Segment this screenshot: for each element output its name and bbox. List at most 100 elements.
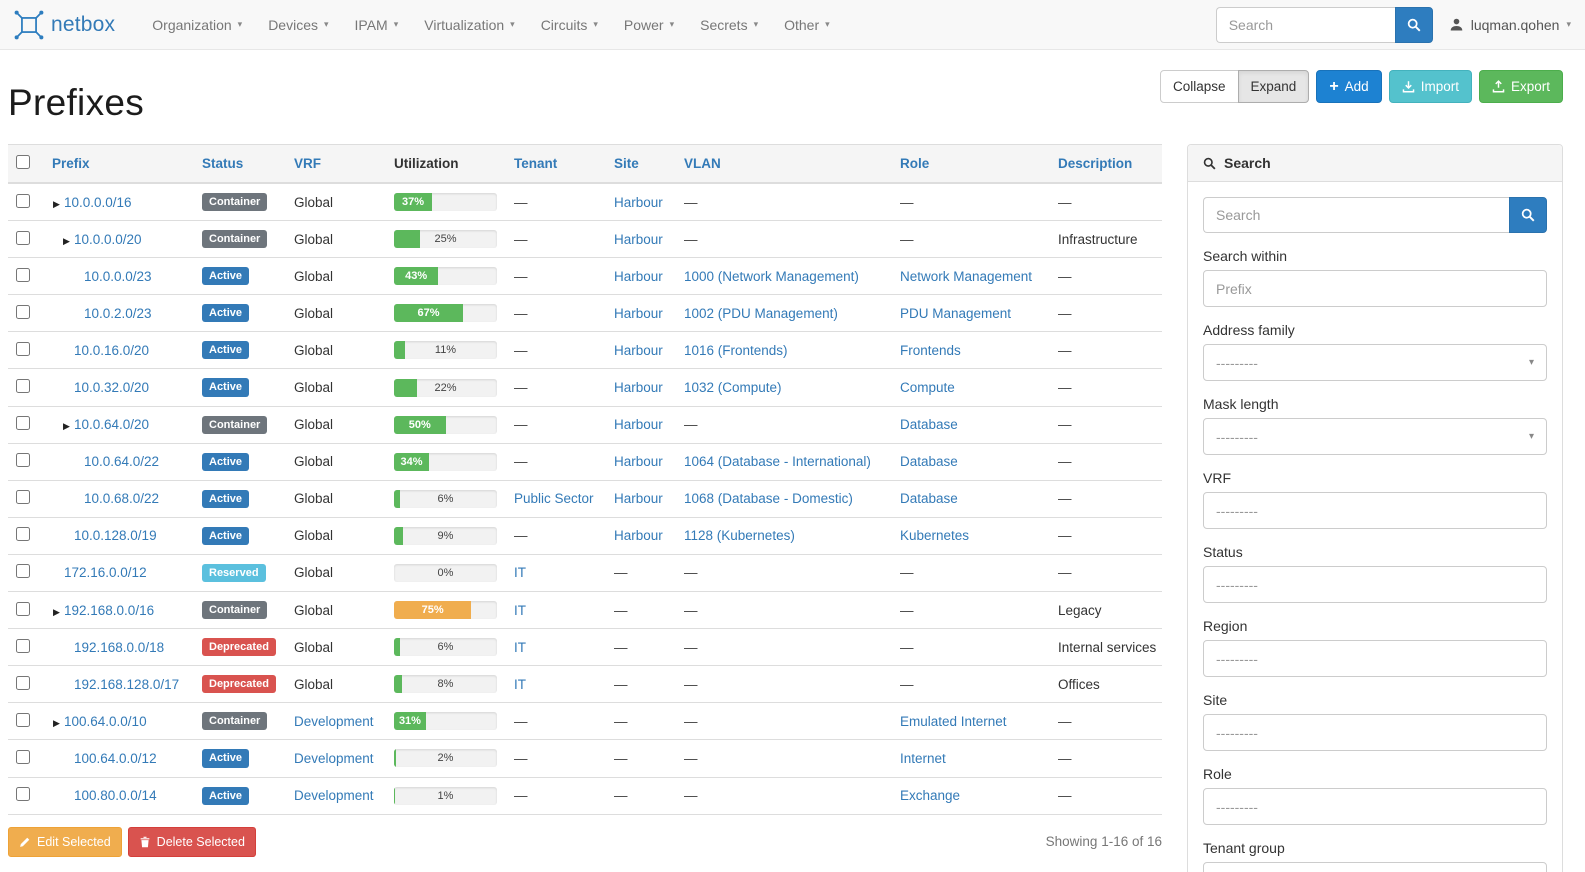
prefix-link[interactable]: 100.64.0.0/10	[64, 713, 147, 729]
column-header-site[interactable]: Site	[614, 156, 639, 171]
edit-selected-button[interactable]: Edit Selected	[8, 826, 122, 857]
tenant-link[interactable]: Public Sector	[514, 491, 594, 507]
prefix-link[interactable]: 192.168.0.0/16	[64, 602, 155, 618]
row-checkbox[interactable]	[16, 490, 30, 505]
nav-menu-organization[interactable]: Organization ▾	[139, 0, 255, 49]
row-checkbox[interactable]	[16, 230, 30, 245]
site-link[interactable]: Harbour	[614, 342, 663, 358]
tenant-link[interactable]: IT	[514, 565, 526, 581]
row-checkbox[interactable]	[16, 416, 30, 431]
role-link[interactable]: Network Management	[900, 268, 1033, 284]
prefix-link[interactable]: 10.0.128.0/19	[74, 528, 157, 544]
vlan-link[interactable]: 1002 (PDU Management)	[684, 305, 838, 321]
column-header-vrf[interactable]: VRF	[294, 156, 321, 171]
row-checkbox[interactable]	[16, 601, 30, 616]
row-checkbox[interactable]	[16, 267, 30, 282]
row-checkbox[interactable]	[16, 787, 30, 802]
site-link[interactable]: Harbour	[614, 231, 663, 247]
nav-menu-ipam[interactable]: IPAM ▾	[342, 0, 412, 49]
vrf-link[interactable]: Development	[294, 713, 374, 729]
filter-select-tenant-group[interactable]: ---------	[1203, 862, 1547, 872]
row-checkbox[interactable]	[16, 749, 30, 764]
role-link[interactable]: Database	[900, 491, 958, 507]
chevron-right-icon[interactable]: ▶	[53, 198, 60, 209]
chevron-right-icon[interactable]: ▶	[53, 717, 60, 728]
column-header-status[interactable]: Status	[202, 156, 244, 171]
column-header-vlan[interactable]: VLAN	[684, 156, 721, 171]
filter-search-button[interactable]	[1509, 197, 1547, 233]
column-header-description[interactable]: Description	[1058, 156, 1133, 171]
site-link[interactable]: Harbour	[614, 454, 663, 470]
role-link[interactable]: Compute	[900, 380, 955, 396]
prefix-link[interactable]: 172.16.0.0/12	[64, 565, 147, 581]
role-link[interactable]: Database	[900, 454, 958, 470]
row-checkbox[interactable]	[16, 341, 30, 356]
row-checkbox[interactable]	[16, 453, 30, 468]
vlan-link[interactable]: 1068 (Database - Domestic)	[684, 491, 853, 507]
prefix-link[interactable]: 192.168.128.0/17	[74, 676, 180, 692]
vlan-link[interactable]: 1016 (Frontends)	[684, 342, 788, 358]
import-button[interactable]: Import	[1388, 70, 1472, 103]
vlan-link[interactable]: 1000 (Network Management)	[684, 268, 859, 284]
filter-select-role[interactable]: ---------	[1203, 788, 1547, 825]
column-header-prefix[interactable]: Prefix	[52, 156, 90, 171]
prefix-link[interactable]: 10.0.64.0/22	[84, 454, 160, 470]
filter-select-site[interactable]: ---------	[1203, 714, 1547, 751]
site-link[interactable]: Harbour	[614, 417, 663, 433]
tenant-link[interactable]: IT	[514, 639, 526, 655]
vrf-link[interactable]: Development	[294, 788, 374, 804]
site-link[interactable]: Harbour	[614, 268, 663, 284]
role-link[interactable]: Kubernetes	[900, 528, 970, 544]
filter-select-status[interactable]: ---------	[1203, 566, 1547, 603]
prefix-link[interactable]: 10.0.0.0/23	[84, 268, 152, 284]
site-link[interactable]: Harbour	[614, 194, 663, 210]
prefix-link[interactable]: 10.0.16.0/20	[74, 342, 150, 358]
nav-menu-power[interactable]: Power ▾	[611, 0, 687, 49]
select-all-checkbox[interactable]	[16, 155, 30, 169]
role-link[interactable]: Emulated Internet	[900, 713, 1007, 729]
site-link[interactable]: Harbour	[614, 305, 663, 321]
prefix-link[interactable]: 10.0.2.0/23	[84, 305, 152, 321]
prefix-link[interactable]: 10.0.0.0/16	[64, 194, 132, 210]
filter-search-input[interactable]	[1203, 197, 1509, 233]
user-menu[interactable]: luqman.qohen ▾	[1449, 17, 1571, 33]
delete-selected-button[interactable]: Delete Selected	[127, 826, 256, 857]
site-link[interactable]: Harbour	[614, 491, 663, 507]
nav-menu-devices[interactable]: Devices ▾	[255, 0, 341, 49]
site-link[interactable]: Harbour	[614, 528, 663, 544]
nav-menu-other[interactable]: Other ▾	[771, 0, 843, 49]
brand[interactable]: netbox	[14, 10, 115, 40]
prefix-link[interactable]: 100.64.0.0/12	[74, 750, 157, 766]
vlan-link[interactable]: 1064 (Database - International)	[684, 454, 871, 470]
filter-select-vrf[interactable]: ---------	[1203, 492, 1547, 529]
vlan-link[interactable]: 1128 (Kubernetes)	[684, 528, 795, 544]
filter-select-region[interactable]: ---------	[1203, 640, 1547, 677]
row-checkbox[interactable]	[16, 379, 30, 394]
row-checkbox[interactable]	[16, 638, 30, 653]
prefix-link[interactable]: 10.0.64.0/20	[74, 417, 150, 433]
role-link[interactable]: PDU Management	[900, 305, 1012, 321]
navbar-search-button[interactable]	[1394, 6, 1433, 43]
row-checkbox[interactable]	[16, 564, 30, 579]
nav-menu-virtualization[interactable]: Virtualization ▾	[411, 0, 527, 49]
role-link[interactable]: Exchange	[900, 788, 961, 804]
nav-menu-circuits[interactable]: Circuits ▾	[528, 0, 611, 49]
row-checkbox[interactable]	[16, 712, 30, 727]
export-button[interactable]: Export	[1478, 70, 1563, 103]
column-header-role[interactable]: Role	[900, 156, 930, 171]
role-link[interactable]: Database	[900, 417, 958, 433]
prefix-link[interactable]: 192.168.0.0/18	[74, 639, 165, 655]
row-checkbox[interactable]	[16, 675, 30, 690]
row-checkbox[interactable]	[16, 304, 30, 319]
role-link[interactable]: Internet	[900, 750, 946, 766]
navbar-search-input[interactable]	[1215, 6, 1395, 43]
tenant-link[interactable]: IT	[514, 602, 526, 618]
prefix-link[interactable]: 10.0.0.0/20	[74, 231, 142, 247]
filter-select-address-family[interactable]: --------- ▾	[1203, 344, 1547, 381]
vlan-link[interactable]: 1032 (Compute)	[684, 380, 782, 396]
column-header-tenant[interactable]: Tenant	[514, 156, 558, 171]
nav-menu-secrets[interactable]: Secrets ▾	[687, 0, 771, 49]
collapse-button[interactable]: Collapse	[1160, 70, 1239, 103]
vrf-link[interactable]: Development	[294, 750, 374, 766]
chevron-right-icon[interactable]: ▶	[53, 606, 60, 617]
